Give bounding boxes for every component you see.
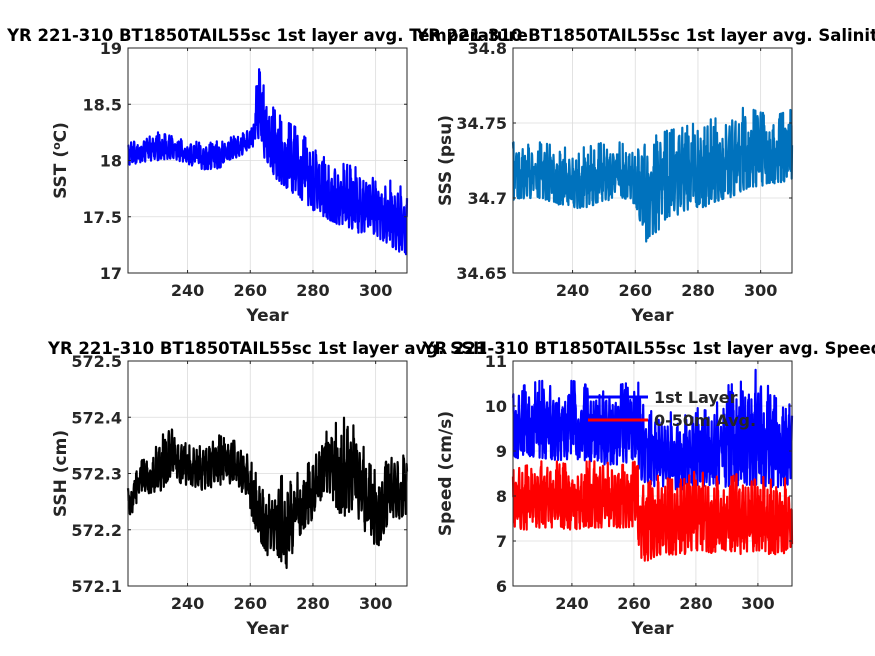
x-tick-label: 300	[359, 281, 392, 300]
y-tick-label: 34.7	[468, 189, 507, 208]
chart-title: YR 221-310 BT1850TAIL55sc 1st layer avg.…	[6, 26, 528, 45]
x-tick-label: 240	[555, 594, 588, 613]
y-axis-label: SSH (cm)	[51, 430, 71, 517]
y-tick-label: 34.65	[456, 264, 507, 283]
y-tick-label: 18	[100, 152, 122, 171]
legend-label-1: 1st Layer	[654, 388, 738, 407]
y-tick-label: 572.5	[71, 352, 122, 371]
data-series-group	[511, 368, 794, 562]
y-axis-label-part: C)	[51, 122, 71, 142]
x-axis-label: Year	[630, 306, 674, 326]
chart-panel-4: 240 260 280 300 6 7 8 9 10 11 Year Speed (cm/s) YR 2…	[422, 339, 875, 639]
y-axis-label-superscript: o	[50, 142, 63, 150]
y-tick-label: 9	[496, 442, 507, 461]
data-line-2	[511, 460, 794, 562]
y-tick-label: 17.5	[83, 208, 122, 227]
y-axis-label: SST (oC)	[50, 122, 72, 199]
x-tick-label: 300	[744, 281, 777, 300]
x-tick-label: 260	[234, 281, 267, 300]
y-tick-label: 7	[496, 532, 507, 551]
y-tick-label: 18.5	[83, 95, 122, 114]
y-tick-label: 6	[496, 577, 507, 596]
legend: 1st Layer 0-50m Avg.	[588, 388, 756, 430]
y-tick-label: 8	[496, 487, 507, 506]
y-axis-label-part: SST (	[51, 150, 71, 199]
x-axis-label: Year	[630, 619, 674, 639]
y-axis-label: Speed (cm/s)	[436, 411, 456, 536]
y-axis-label: SSS (psu)	[436, 115, 456, 206]
y-tick-label: 572.1	[71, 577, 122, 596]
axes-box	[512, 47, 793, 274]
x-axis-label: Year	[245, 306, 289, 326]
y-tick-label: 34.75	[456, 114, 507, 133]
data-series-group	[511, 106, 794, 243]
y-tick-label: 34.8	[468, 39, 507, 58]
x-tick-label: 280	[681, 281, 714, 300]
x-tick-label: 300	[741, 594, 774, 613]
x-tick-label: 260	[619, 281, 652, 300]
y-tick-label: 19	[100, 39, 122, 58]
chart-panel-2: 240 260 280 300 34.65 34.7 34.75 34.8 Year SSS (p…	[415, 26, 875, 326]
y-tick-label: 572.2	[71, 521, 122, 540]
x-tick-label: 240	[171, 594, 204, 613]
chart-panel-1: 240 260 280 300 17 17.5 18 18.5 19 Year SST (oC) YR…	[6, 26, 528, 326]
legend-label-2: 0-50m Avg.	[654, 411, 756, 430]
x-tick-label: 280	[296, 281, 329, 300]
y-tick-label: 572.3	[71, 465, 122, 484]
chart-panel-3: 240 260 280 300 572.1 572.2 572.3 572.4 572.5 Yea…	[47, 339, 487, 639]
chart-title: YR 221-310 BT1850TAIL55sc 1st layer avg.…	[422, 339, 875, 358]
y-tick-label: 572.4	[71, 408, 122, 427]
y-tick-label: 17	[100, 264, 122, 283]
y-tick-label: 10	[485, 397, 507, 416]
data-line-1	[126, 416, 409, 570]
x-tick-label: 240	[556, 281, 589, 300]
data-line-1	[511, 368, 794, 491]
chart-title: YR 221-310 BT1850TAIL55sc 1st layer avg.…	[415, 26, 875, 45]
x-tick-label: 300	[359, 594, 392, 613]
x-tick-label: 260	[234, 594, 267, 613]
x-tick-label: 280	[296, 594, 329, 613]
y-tick-label: 11	[485, 352, 507, 371]
chart-title: YR 221-310 BT1850TAIL55sc 1st layer avg.…	[47, 339, 487, 358]
data-line-1	[127, 68, 409, 256]
data-series-group	[127, 68, 409, 256]
x-axis-label: Year	[245, 619, 289, 639]
data-line-1	[511, 106, 794, 243]
x-tick-label: 240	[171, 281, 204, 300]
x-tick-label: 260	[617, 594, 650, 613]
data-series-group	[126, 416, 409, 570]
x-tick-label: 280	[679, 594, 712, 613]
axes-box	[512, 360, 793, 587]
